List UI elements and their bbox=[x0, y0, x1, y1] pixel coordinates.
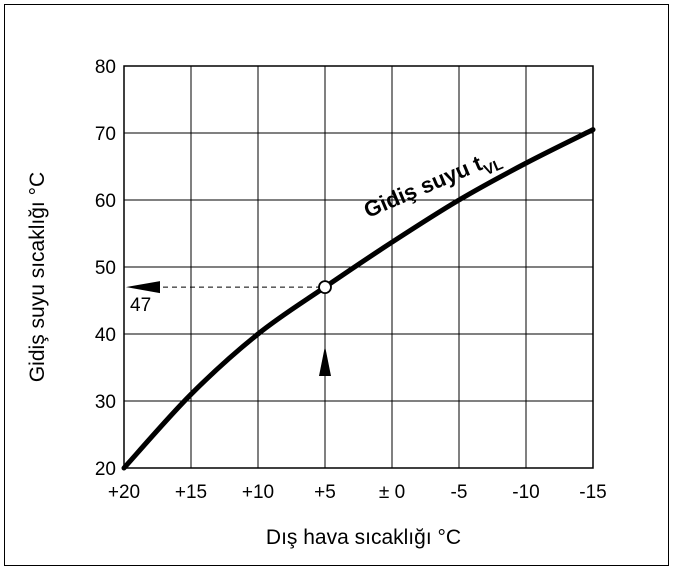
x-tick-label: +10 bbox=[242, 482, 274, 503]
x-tick-labels: +20 +15 +10 +5 ± 0 -5 -10 -15 bbox=[108, 482, 607, 503]
x-tick-label: -10 bbox=[512, 482, 539, 503]
y-tick-labels: 20 30 40 50 60 70 80 bbox=[95, 57, 116, 480]
x-tick-label: -5 bbox=[451, 482, 468, 503]
plot-border bbox=[123, 65, 594, 469]
x-axis-title: Dış hava sıcaklığı °C bbox=[266, 526, 461, 549]
arrow-left-icon bbox=[126, 281, 160, 294]
x-tick-label: +15 bbox=[175, 482, 207, 503]
chart-frame bbox=[4, 4, 669, 566]
series-line bbox=[121, 127, 596, 471]
y-tick-label: 30 bbox=[95, 392, 116, 413]
y-tick-label: 70 bbox=[95, 124, 116, 145]
series-label-text: Gidiş suyu t bbox=[360, 150, 486, 222]
y-tick-label: 80 bbox=[95, 57, 116, 78]
arrow-up-icon bbox=[319, 346, 331, 377]
x-tick-label: ± 0 bbox=[379, 482, 405, 503]
y-tick-label: 20 bbox=[95, 459, 116, 480]
annotation-point bbox=[318, 280, 332, 295]
x-tick-label: -15 bbox=[579, 482, 606, 503]
x-tick-label: +5 bbox=[314, 482, 336, 503]
x-tick-label: +20 bbox=[108, 482, 140, 503]
y-axis-title: Gidiş suyu sıcaklığı °C bbox=[26, 172, 49, 382]
y-tick-label: 50 bbox=[95, 258, 116, 279]
y-tick-label: 40 bbox=[95, 325, 116, 346]
series-label-subscript: VL bbox=[481, 156, 505, 179]
annotation-value-label: 47 bbox=[130, 295, 151, 316]
annotation-guides bbox=[126, 281, 331, 468]
y-tick-label: 60 bbox=[95, 191, 116, 212]
